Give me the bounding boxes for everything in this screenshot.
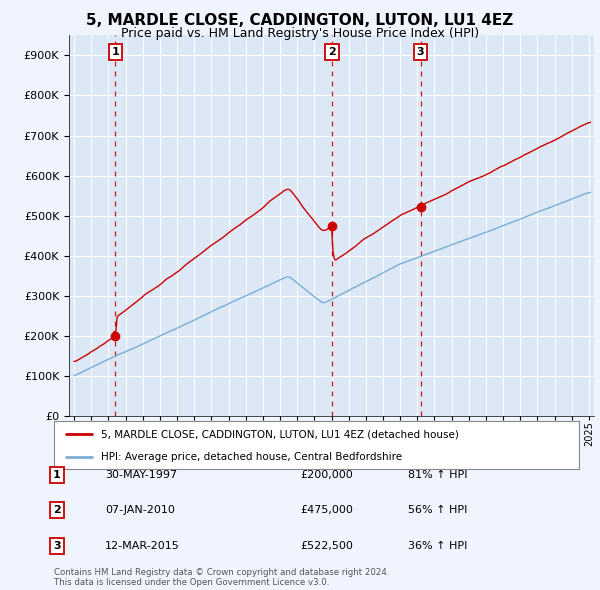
Text: 36% ↑ HPI: 36% ↑ HPI <box>408 541 467 550</box>
Text: 56% ↑ HPI: 56% ↑ HPI <box>408 506 467 515</box>
Text: HPI: Average price, detached house, Central Bedfordshire: HPI: Average price, detached house, Cent… <box>101 452 403 462</box>
Text: £200,000: £200,000 <box>300 470 353 480</box>
Text: 30-MAY-1997: 30-MAY-1997 <box>105 470 177 480</box>
Text: 12-MAR-2015: 12-MAR-2015 <box>105 541 180 550</box>
Text: £522,500: £522,500 <box>300 541 353 550</box>
Text: 3: 3 <box>53 541 61 550</box>
Text: 81% ↑ HPI: 81% ↑ HPI <box>408 470 467 480</box>
Text: £475,000: £475,000 <box>300 506 353 515</box>
Text: 1: 1 <box>53 470 61 480</box>
Text: Price paid vs. HM Land Registry's House Price Index (HPI): Price paid vs. HM Land Registry's House … <box>121 27 479 40</box>
Text: 5, MARDLE CLOSE, CADDINGTON, LUTON, LU1 4EZ (detached house): 5, MARDLE CLOSE, CADDINGTON, LUTON, LU1 … <box>101 429 459 439</box>
Text: 5, MARDLE CLOSE, CADDINGTON, LUTON, LU1 4EZ: 5, MARDLE CLOSE, CADDINGTON, LUTON, LU1 … <box>86 13 514 28</box>
Text: 07-JAN-2010: 07-JAN-2010 <box>105 506 175 515</box>
Text: 2: 2 <box>53 506 61 515</box>
Text: 2: 2 <box>328 47 336 57</box>
Text: Contains HM Land Registry data © Crown copyright and database right 2024.
This d: Contains HM Land Registry data © Crown c… <box>54 568 389 587</box>
Text: 3: 3 <box>417 47 424 57</box>
Text: 1: 1 <box>112 47 119 57</box>
